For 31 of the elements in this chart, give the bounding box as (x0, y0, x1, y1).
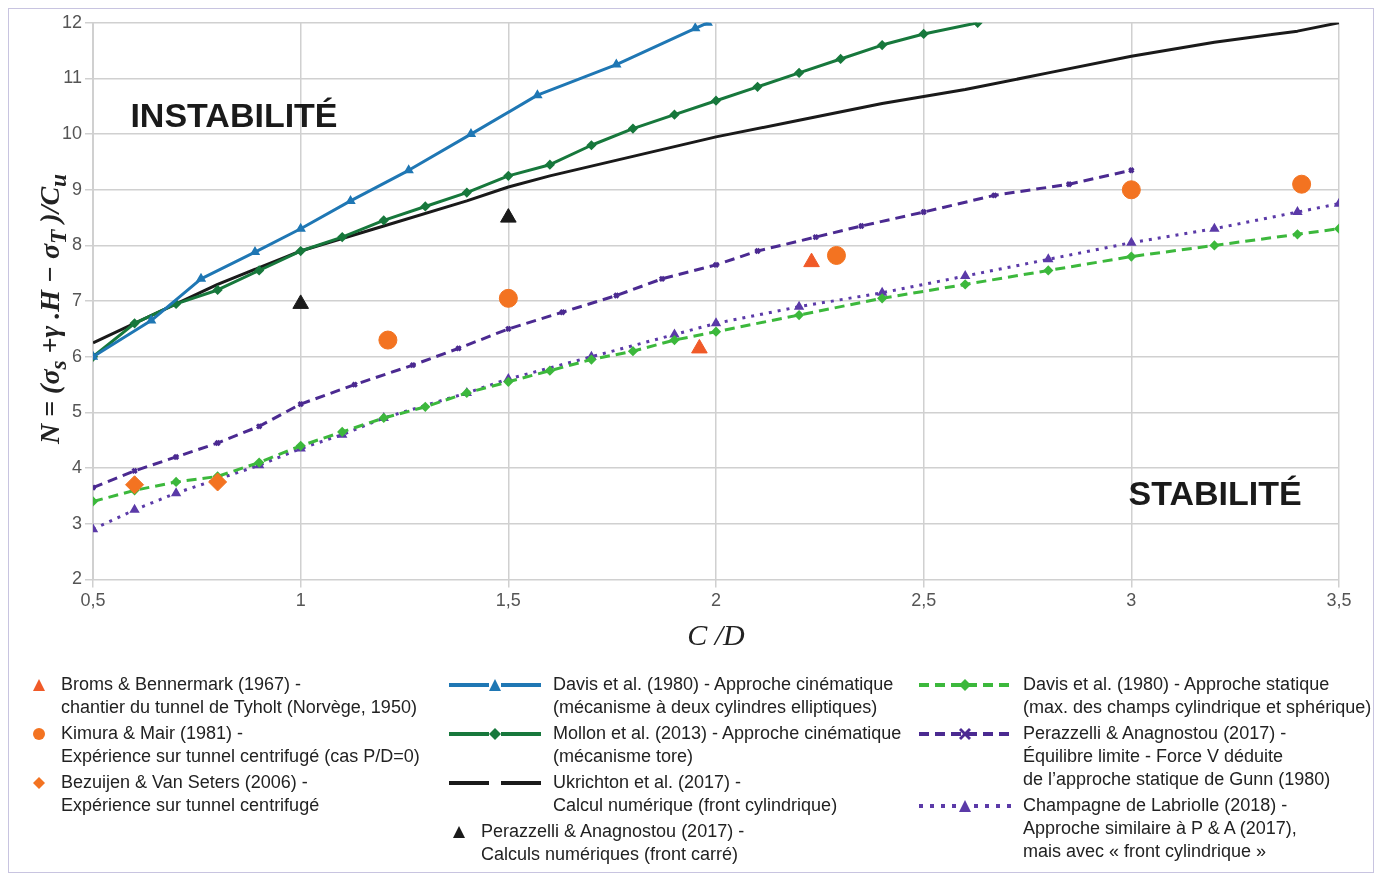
x-tick-label: 3 (1126, 590, 1137, 611)
y-tick-label: 4 (72, 457, 83, 478)
y-tick-label: 10 (61, 123, 83, 144)
y-tick-label: 9 (72, 178, 83, 199)
y-tick-label: 8 (72, 234, 83, 255)
x-axis-title: C /D (687, 617, 746, 651)
x-tick-label: 2 (711, 590, 722, 611)
annotation: STABILITÉ (1128, 474, 1302, 513)
y-tick-label: 6 (72, 345, 83, 366)
annotation: INSTABILITÉ (130, 95, 338, 134)
x-tick-label: 2,5 (911, 590, 937, 611)
legend-label: Kimura & Mair (1981) - Expérience sur tunnel centrifugé (cas P/D=0) (61, 722, 420, 768)
legend-label: Davis et al. (1980) - Approche statique (max. des champs cylindrique et sphérique) (1023, 673, 1372, 719)
y-tick-label: 7 (72, 290, 83, 311)
x-tick-label: 1 (295, 590, 306, 611)
legend-label: Bezuijen & Van Seters (2006) - Expérience sur tunnel centrifugé (61, 771, 320, 817)
y-tick-label: 3 (72, 512, 83, 533)
y-tick-label: 5 (72, 401, 83, 422)
x-tick-label: 3,5 (1326, 590, 1352, 611)
legend-label: Broms & Bennermark (1967) - chantier du tunnel de Tyholt (Norvège, 1950) (61, 673, 417, 719)
legend-label: Champagne de Labriolle (2018) - Approche similaire à P & A (2017), mais avec « front cylindrique » (1023, 794, 1297, 863)
y-tick-label: 11 (63, 67, 83, 88)
legend-label: Perazzelli & Anagnostou (2017) - Équilibre limite - Force V déduite de l’approche statique de Gunn (1980) (1023, 722, 1331, 791)
legend-label: Mollon et al. (2013) - Approche cinématique (mécanisme tore) (553, 722, 902, 768)
x-tick-label: 1,5 (495, 590, 521, 611)
legend-label: Davis et al. (1980) - Approche cinématique (mécanisme à deux cylindres elliptiques) (553, 673, 894, 719)
legend-label: Ukrichton et al. (2017) - Calcul numérique (front cylindrique) (553, 771, 838, 817)
legend-label: Perazzelli & Anagnostou (2017) - Calculs numériques (front carré) (481, 820, 745, 866)
x-tick-label: 0,5 (80, 590, 106, 611)
y-tick-label: 2 (72, 568, 83, 589)
y-tick-label: 12 (61, 11, 83, 32)
